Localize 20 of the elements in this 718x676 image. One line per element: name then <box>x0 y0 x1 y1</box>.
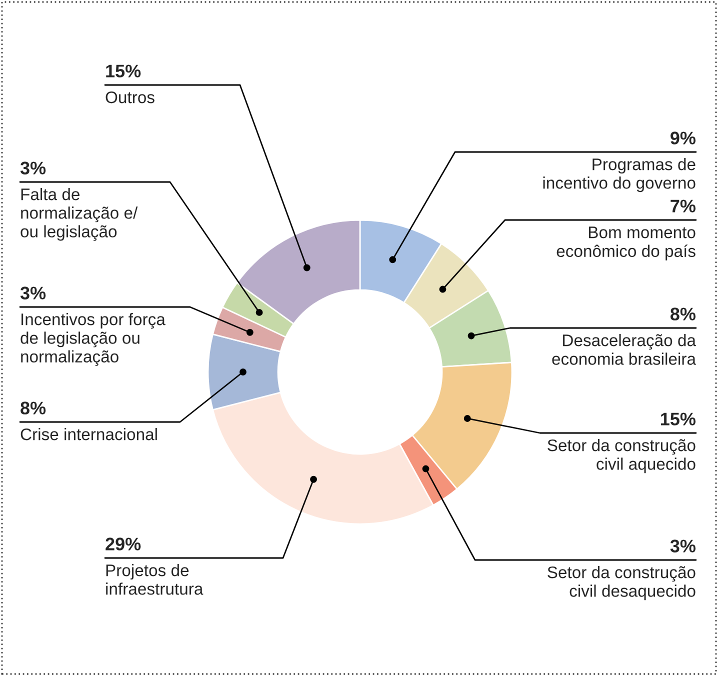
slice-label: Programas de incentivo do governo <box>543 158 696 192</box>
slice-label: Projetos de infraestrutura <box>106 564 204 595</box>
slice-label: Setor da construção civil desaquecido <box>548 566 696 600</box>
data-label: 3% <box>20 286 46 300</box>
slice-label: Desaceleração da economia brasileira <box>552 334 696 365</box>
slice-label: Setor da construção civil aquecido <box>548 439 696 474</box>
data-label: 3% <box>20 162 46 174</box>
slice-label: Bom momento econômico do país <box>556 226 696 260</box>
data-label: 29% <box>106 538 141 550</box>
data-label: 9% <box>670 132 696 144</box>
data-label: 15% <box>661 412 696 426</box>
slice-label: Falta de normalização e/ ou legislação <box>20 188 138 241</box>
slice-label: Incentivos por força de legislação ou normalização <box>20 313 166 366</box>
data-label: 15% <box>106 64 141 78</box>
data-label: 8% <box>670 308 696 320</box>
data-label: 8% <box>20 402 46 414</box>
slice-label: Crise internacional <box>20 428 157 440</box>
data-label: 3% <box>670 540 696 552</box>
slice-label: Outros <box>106 91 154 104</box>
data-label: 7% <box>670 200 696 212</box>
